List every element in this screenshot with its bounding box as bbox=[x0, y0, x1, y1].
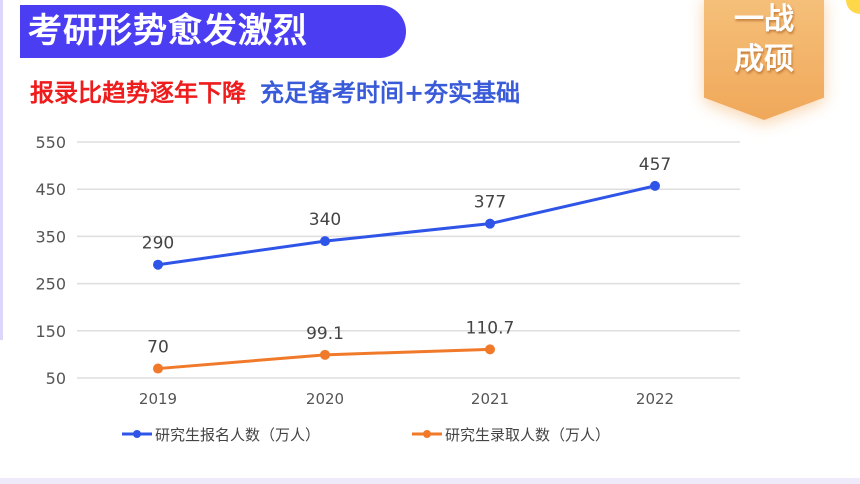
legend: 研究生报名人数（万人） 研究生录取人数（万人） bbox=[122, 426, 610, 444]
x-axis: 2019 2020 2021 2022 bbox=[139, 390, 674, 408]
series-group: 290 340 377 457 70 99.1 110.7 bbox=[142, 155, 671, 374]
x-tick-label: 2021 bbox=[471, 390, 509, 408]
data-label: 377 bbox=[474, 193, 506, 213]
data-point bbox=[485, 344, 495, 355]
y-tick-label: 450 bbox=[35, 180, 66, 199]
x-tick-label: 2022 bbox=[636, 390, 674, 408]
y-tick-label: 250 bbox=[35, 275, 66, 294]
ribbon-shape bbox=[704, 0, 824, 120]
data-label: 70 bbox=[147, 338, 169, 358]
legend-marker-blue bbox=[133, 430, 141, 438]
ribbon-badge: 一战 成硕 bbox=[704, 0, 824, 120]
data-point bbox=[153, 259, 163, 270]
data-point bbox=[153, 363, 163, 374]
subtitle-blue: 充足备考时间+夯实基础 bbox=[260, 79, 521, 107]
data-point bbox=[320, 349, 330, 360]
y-tick-label: 50 bbox=[46, 369, 66, 388]
bottom-border-strip bbox=[0, 478, 860, 484]
series-line bbox=[157, 184, 656, 267]
legend-item-admitted[interactable]: 研究生录取人数（万人） bbox=[412, 426, 610, 444]
data-point bbox=[485, 218, 495, 229]
page-title: 考研形势愈发激烈 bbox=[20, 5, 406, 58]
x-tick-label: 2020 bbox=[306, 390, 344, 408]
y-axis: 550 450 350 250 150 50 bbox=[35, 133, 66, 388]
badge-line-2: 成硕 bbox=[734, 42, 794, 77]
left-border-strip bbox=[0, 0, 3, 340]
legend-item-applicants[interactable]: 研究生报名人数（万人） bbox=[122, 426, 320, 444]
y-tick-label: 550 bbox=[35, 133, 66, 152]
data-point bbox=[320, 236, 330, 247]
data-label: 99.1 bbox=[306, 324, 344, 344]
x-tick-label: 2019 bbox=[139, 390, 177, 408]
y-tick-label: 150 bbox=[35, 322, 66, 341]
data-point bbox=[650, 180, 660, 191]
legend-label-admitted: 研究生录取人数（万人） bbox=[445, 426, 610, 444]
data-label: 110.7 bbox=[466, 318, 515, 338]
data-label: 457 bbox=[639, 155, 671, 175]
legend-label-applicants: 研究生报名人数（万人） bbox=[155, 426, 320, 444]
y-tick-label: 350 bbox=[35, 227, 66, 246]
legend-marker-orange bbox=[423, 430, 431, 438]
data-label: 290 bbox=[142, 234, 174, 254]
gridlines bbox=[77, 141, 740, 379]
subtitle: 报录比趋势逐年下降 充足备考时间+夯实基础 bbox=[30, 78, 520, 108]
subtitle-red: 报录比趋势逐年下降 bbox=[30, 79, 246, 107]
data-label: 340 bbox=[309, 210, 341, 230]
badge-line-1: 一战 bbox=[734, 2, 794, 37]
